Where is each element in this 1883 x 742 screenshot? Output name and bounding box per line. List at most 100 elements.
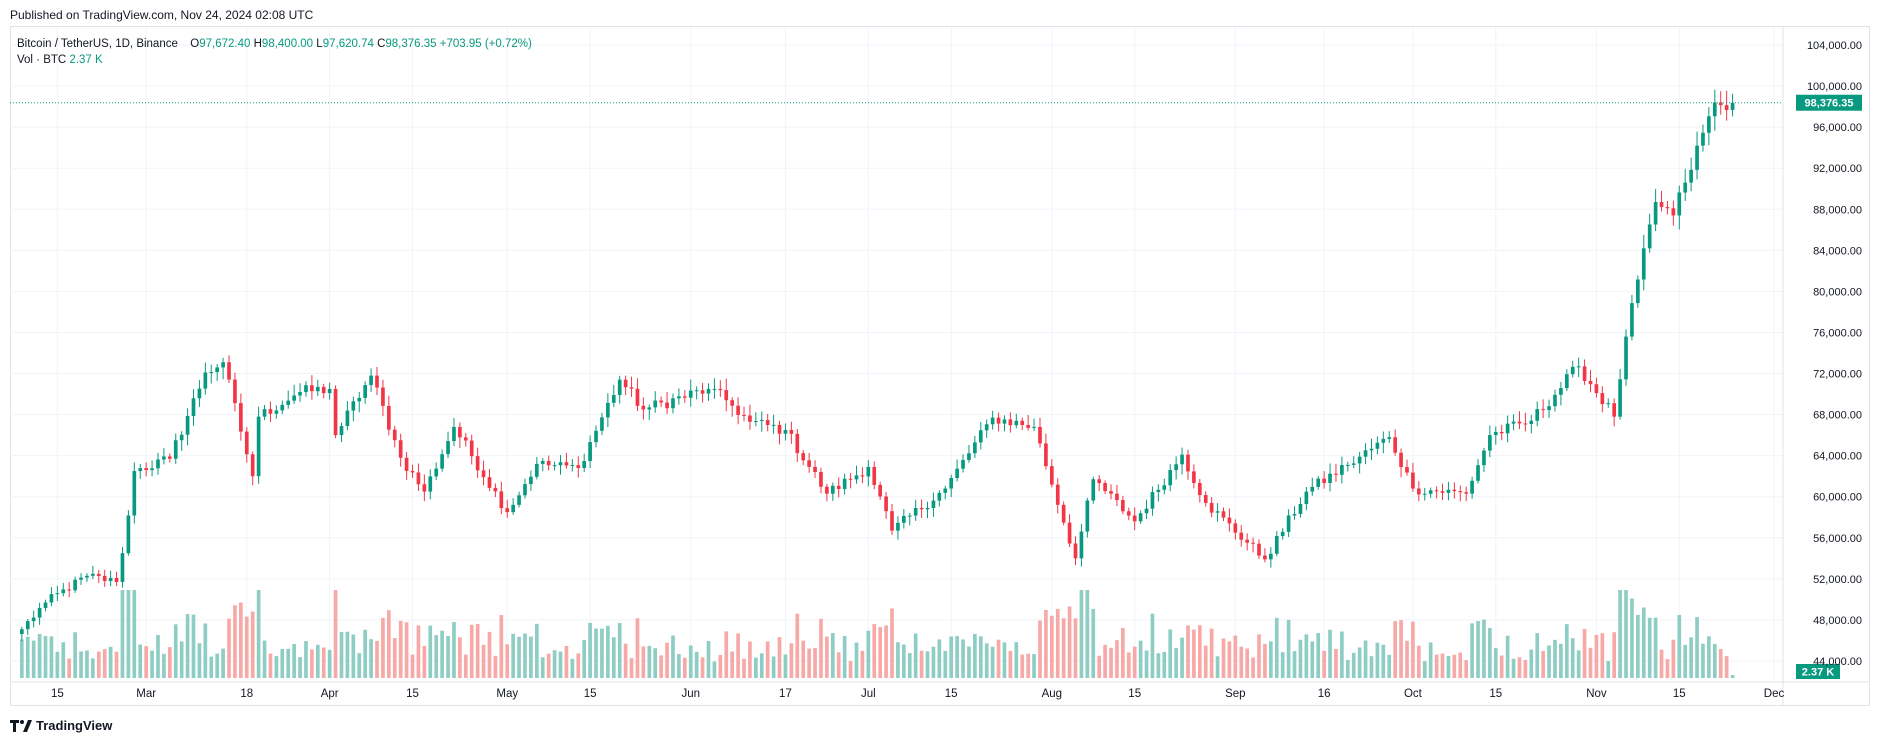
candle-body	[884, 496, 888, 512]
volume-bar	[1091, 608, 1096, 678]
candle-body	[1594, 384, 1599, 394]
candle-body	[931, 500, 936, 508]
volume-bar	[955, 636, 959, 678]
volume-bar	[1606, 660, 1611, 678]
volume-bar	[1103, 644, 1107, 678]
time-tick-label: 17	[779, 688, 792, 700]
candle-body	[37, 607, 42, 618]
volume-bar	[682, 657, 687, 678]
candle-body	[830, 485, 835, 494]
candle-body	[1399, 452, 1403, 468]
volume-bar	[1032, 653, 1036, 678]
candle-body	[1416, 488, 1421, 495]
candle-body	[262, 409, 267, 417]
legend-symbol[interactable]: Bitcoin / TetherUS, 1D, Binance	[17, 38, 178, 50]
volume-bar	[1559, 643, 1563, 678]
close-value: 98,376.35	[385, 38, 437, 50]
volume-bar	[795, 613, 800, 678]
volume-bar	[819, 618, 823, 678]
volume-bar	[481, 644, 486, 678]
volume-bar	[1245, 648, 1250, 678]
candle-body	[647, 407, 652, 410]
candle-body	[1304, 491, 1309, 505]
candle-body	[682, 396, 687, 398]
volume-bar	[594, 628, 598, 678]
candle-body	[1061, 504, 1066, 523]
volume-bar	[872, 623, 877, 678]
candle-body	[819, 471, 823, 487]
time-tick-label: 15	[1673, 688, 1686, 700]
volume-bar	[1387, 654, 1392, 678]
candle-body	[493, 487, 498, 492]
price-tick-label: 60,000.00	[1813, 492, 1862, 504]
candle-body	[1707, 116, 1711, 133]
volume-bar	[262, 640, 267, 678]
volume-bar	[114, 651, 119, 678]
volume-bar	[1600, 633, 1605, 678]
volume-bar	[1162, 651, 1167, 678]
volume-bar	[1126, 652, 1131, 678]
volume-label[interactable]: Vol · BTC	[17, 54, 67, 66]
volume-bar	[321, 647, 326, 678]
volume-bar	[712, 661, 717, 678]
volume-bar	[1014, 642, 1019, 678]
price-tick-label: 100,000.00	[1807, 81, 1862, 93]
candle-body	[1014, 420, 1019, 426]
volume-bar	[783, 654, 788, 678]
volume-bar	[1008, 650, 1013, 678]
time-tick-label: 18	[240, 688, 253, 700]
volume-bar	[1044, 610, 1048, 678]
candle-body	[274, 410, 279, 414]
volume-bar	[91, 658, 95, 678]
candle-body	[1695, 145, 1699, 170]
volume-value: 2.37 K	[69, 54, 103, 66]
candle-body	[564, 462, 569, 466]
volume-bar	[990, 646, 995, 678]
tradingview-logo-text: TradingView	[36, 718, 113, 733]
candle-body	[20, 629, 24, 635]
candle-body	[896, 522, 900, 531]
candle-body	[1375, 442, 1380, 449]
candle-body	[227, 362, 231, 380]
volume-bar	[469, 624, 474, 678]
tradingview-logo-icon	[10, 719, 32, 732]
volume-bar	[310, 649, 314, 678]
tradingview-logo[interactable]: TradingView	[10, 718, 112, 733]
volume-bar	[813, 647, 817, 678]
volume-bar	[1251, 657, 1255, 678]
volume-bar	[31, 640, 36, 678]
candle-body	[1328, 473, 1332, 483]
candle-body	[1724, 105, 1729, 110]
candle-body	[588, 442, 592, 462]
candle-body	[1067, 522, 1072, 544]
candle-body	[375, 375, 379, 388]
volume-bar	[606, 625, 610, 678]
volume-bar	[635, 618, 640, 678]
candle-body	[848, 478, 853, 480]
time-tick-label: 15	[584, 688, 597, 700]
volume-bar	[1393, 621, 1397, 678]
candle-body	[1730, 102, 1735, 110]
volume-bar	[351, 634, 356, 678]
candle-body	[736, 405, 740, 415]
candle-body	[611, 395, 616, 403]
volume-bar	[511, 633, 515, 678]
volume-bar	[505, 644, 510, 678]
time-tick-label: Oct	[1404, 688, 1423, 700]
candle-body	[43, 602, 48, 608]
volume-bar	[1073, 618, 1078, 678]
volume-bar	[1351, 652, 1356, 678]
candle-body	[1523, 423, 1528, 425]
candle-body	[1612, 403, 1617, 417]
candle-body	[1582, 366, 1587, 381]
volume-bar	[1334, 648, 1338, 678]
volume-bar	[458, 637, 462, 678]
candle-body	[1689, 169, 1693, 183]
candle-body	[85, 575, 89, 578]
candle-body	[132, 471, 137, 516]
volume-bar	[1677, 615, 1682, 678]
volume-bar	[671, 635, 675, 678]
price-tick-label: 80,000.00	[1813, 286, 1862, 298]
candle-body	[1079, 531, 1084, 559]
